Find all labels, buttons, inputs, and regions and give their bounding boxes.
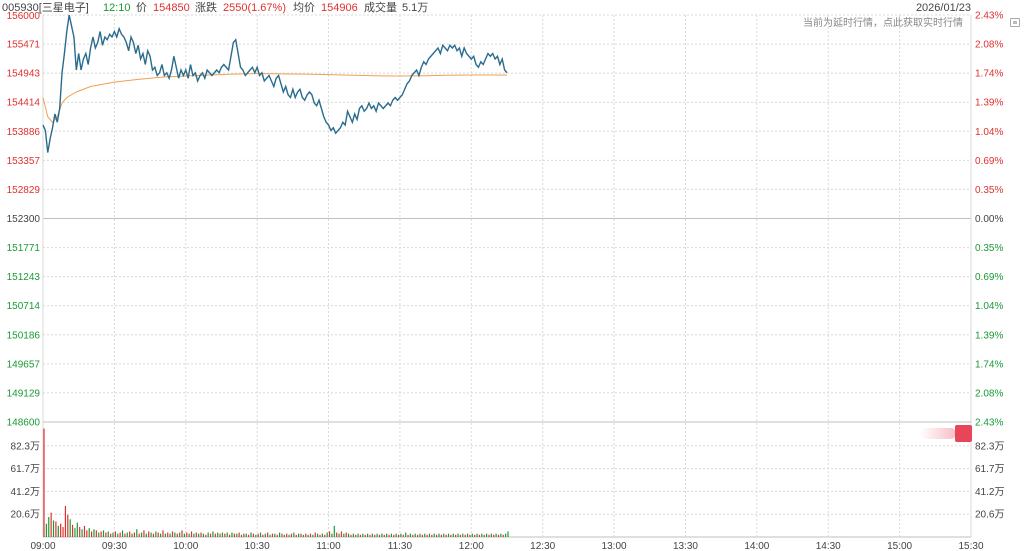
volume-axis-labels: 82.3万 82.3万 61.7万 61.7万 41.2万 41.2万 20.6万 20.6万 <box>11 441 1005 520</box>
volume-tick-label: 20.6万 <box>975 510 1004 521</box>
price-tick-label: 153886 <box>7 127 41 138</box>
percent-tick-label: 1.74% <box>975 359 1003 370</box>
price-tick-label: 150714 <box>7 301 41 312</box>
average-price-line <box>42 73 508 124</box>
percent-tick-label: 0.00% <box>975 214 1003 225</box>
percent-tick-label: 1.04% <box>975 301 1003 312</box>
time-tick-label: 09:30 <box>102 541 127 551</box>
percent-tick-label: 1.04% <box>975 127 1003 138</box>
time-tick-label: 13:30 <box>673 541 698 551</box>
live-indicator-icon[interactable] <box>955 425 972 442</box>
volume-tick-label: 82.3万 <box>11 441 40 452</box>
volume-tick-label: 61.7万 <box>975 464 1004 475</box>
current-price: 154850 <box>153 2 190 14</box>
percent-tick-label: 2.08% <box>975 40 1003 51</box>
time-tick-label: 10:00 <box>173 541 198 551</box>
price-tick-label: 149129 <box>7 388 41 399</box>
time-tick-label: 12:00 <box>459 541 484 551</box>
time-tick-label: 15:00 <box>887 541 912 551</box>
time-tick-label: 13:00 <box>602 541 627 551</box>
percent-tick-label: 0.35% <box>975 243 1003 254</box>
window-icon[interactable] <box>1010 18 1020 27</box>
percent-tick-label: 1.74% <box>975 69 1003 80</box>
price-tick-label: 152829 <box>7 185 41 196</box>
price-tick-label: 148600 <box>7 418 41 429</box>
percent-tick-label: 0.35% <box>975 185 1003 196</box>
price-tick-label: 151243 <box>7 272 41 283</box>
price-axis-labels: 156000 155471 154943 154414 153886 153357 1528… <box>7 11 41 429</box>
time-axis-labels: 09:00 09:30 10:00 10:30 11:00 11:30 12:00 12:30… <box>30 541 983 551</box>
stock-code-name: 005930[三星电子] <box>2 1 89 14</box>
delayed-quote-notice[interactable]: 当前为延时行情，点此获取实时行情 <box>803 16 963 29</box>
price-tick-label: 152300 <box>7 214 41 225</box>
percent-axis-labels: 2.43% 2.08% 1.74% 1.39% 1.04% 0.69% 0.35% 0.00%… <box>975 11 1003 429</box>
volume-tick-label: 61.7万 <box>11 464 40 475</box>
chart-grid <box>42 14 972 538</box>
price-tick-label: 154414 <box>7 98 41 109</box>
time-tick-label: 10:30 <box>245 541 270 551</box>
volume-tick-label: 20.6万 <box>11 510 40 521</box>
price-tick-label: 151771 <box>7 243 41 254</box>
time-tick-label: 11:00 <box>316 541 341 551</box>
percent-tick-label: 0.69% <box>975 272 1003 283</box>
time-tick-label: 14:30 <box>816 541 841 551</box>
trade-date: 2026/01/23 <box>916 2 971 14</box>
price-tick-label: 150186 <box>7 330 41 341</box>
percent-tick-label: 2.43% <box>975 11 1003 22</box>
live-indicator-trail <box>920 428 956 439</box>
price-tick-label: 156000 <box>7 11 41 22</box>
price-line <box>42 14 508 153</box>
price-tick-label: 149657 <box>7 359 41 370</box>
percent-tick-label: 1.39% <box>975 98 1003 109</box>
time-tick-label: 12:30 <box>530 541 555 551</box>
time-tick-label: 11:30 <box>388 541 413 551</box>
volume-label: 成交量 <box>364 0 397 14</box>
percent-tick-label: 2.43% <box>975 418 1003 429</box>
chart-header: 005930[三星电子] 12:10 价 154850 涨跌 2550(1.67… <box>2 0 971 29</box>
volume-bars <box>43 428 509 537</box>
time-tick-label: 14:00 <box>744 541 769 551</box>
avg-price: 154906 <box>321 2 358 14</box>
price-tick-label: 154943 <box>7 69 41 80</box>
percent-tick-label: 0.69% <box>975 156 1003 167</box>
change-label: 涨跌 <box>195 0 217 14</box>
price-tick-label: 153357 <box>7 156 41 167</box>
price-tick-label: 155471 <box>7 40 41 51</box>
time-tick-label: 15:30 <box>958 541 983 551</box>
quote-time: 12:10 <box>103 2 131 14</box>
volume-total: 5.1万 <box>402 2 428 14</box>
volume-tick-label: 41.2万 <box>11 487 40 498</box>
price-change: 2550(1.67%) <box>223 2 286 14</box>
percent-tick-label: 1.39% <box>975 330 1003 341</box>
time-tick-label: 09:00 <box>30 541 55 551</box>
avg-price-label: 均价 <box>293 1 315 14</box>
price-label: 价 <box>136 1 147 14</box>
percent-tick-label: 2.08% <box>975 388 1003 399</box>
volume-tick-label: 82.3万 <box>975 441 1004 452</box>
volume-tick-label: 41.2万 <box>975 487 1004 498</box>
